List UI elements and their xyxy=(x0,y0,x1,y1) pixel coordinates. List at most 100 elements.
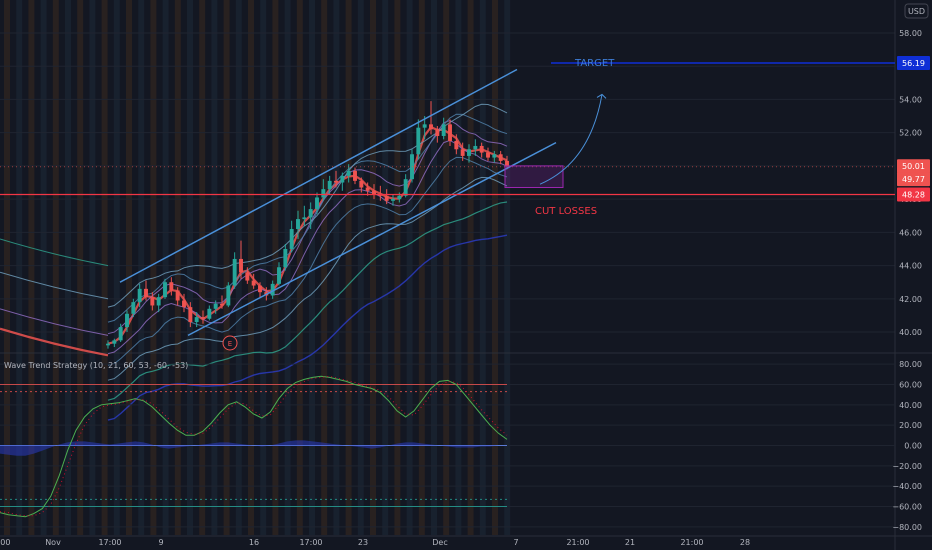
session-band xyxy=(443,0,450,535)
candle-body[interactable] xyxy=(289,229,294,249)
countdown-price-badge-box[interactable] xyxy=(897,172,930,187)
candle-body[interactable] xyxy=(479,145,484,153)
candle-body[interactable] xyxy=(505,160,509,166)
candle-body[interactable] xyxy=(302,217,307,220)
candle-body[interactable] xyxy=(473,145,478,150)
candle-body[interactable] xyxy=(207,308,212,319)
entry-zone-box[interactable] xyxy=(504,165,564,188)
session-band xyxy=(28,0,35,535)
candle-body[interactable] xyxy=(150,297,155,306)
session-band xyxy=(187,0,193,535)
candle-body[interactable] xyxy=(213,303,218,309)
session-band xyxy=(504,0,511,535)
candle-body[interactable] xyxy=(340,175,345,183)
price-tick: 46.00 xyxy=(899,228,922,237)
candle-body[interactable] xyxy=(245,272,250,281)
candle-body[interactable] xyxy=(441,124,446,136)
candle-body[interactable] xyxy=(353,170,357,181)
candle-body[interactable] xyxy=(131,302,136,314)
cut-price-badge-box[interactable] xyxy=(897,187,930,202)
candle-body[interactable] xyxy=(486,152,490,158)
candle-body[interactable] xyxy=(327,180,332,190)
earnings-marker[interactable] xyxy=(222,335,238,351)
candle-body[interactable] xyxy=(397,195,402,200)
candle-body[interactable] xyxy=(169,282,174,291)
candle-body[interactable] xyxy=(226,285,231,306)
candle-body[interactable] xyxy=(156,297,161,306)
candle-body[interactable] xyxy=(422,124,427,128)
candle-body[interactable] xyxy=(125,313,129,328)
candle-body[interactable] xyxy=(258,285,262,293)
time-tick: 21 xyxy=(625,538,635,547)
chart-drawings[interactable] xyxy=(0,62,895,337)
wave-trend-panel[interactable]: 80.00 60.00 40.00 20.00 0.00 −20.00 −40.00 −60.… xyxy=(0,360,922,532)
session-band xyxy=(52,0,59,535)
candle-body[interactable] xyxy=(498,154,503,161)
candle-body[interactable] xyxy=(144,288,148,298)
session-band xyxy=(418,0,425,535)
ma-ribbon-line xyxy=(107,119,508,335)
countdown-price-badge: 49.77 xyxy=(902,175,925,184)
osc-tick: 20.00 xyxy=(899,421,922,430)
candle-body[interactable] xyxy=(201,317,205,319)
candle-body[interactable] xyxy=(270,283,275,296)
target-price-badge-box[interactable] xyxy=(897,56,930,71)
candle-body[interactable] xyxy=(251,280,256,286)
session-band xyxy=(272,0,279,535)
indicator-label[interactable]: Wave Trend Strategy (10, 21, 60, 53, -60… xyxy=(4,361,188,370)
candle-body[interactable] xyxy=(359,180,364,188)
candle-body[interactable] xyxy=(321,189,326,198)
candlestick-series[interactable] xyxy=(106,101,509,349)
session-band xyxy=(479,0,486,535)
candle-body[interactable] xyxy=(220,303,224,306)
time-tick: 17:00 xyxy=(98,538,121,547)
price-tick: 42.00 xyxy=(899,295,922,304)
candle-body[interactable] xyxy=(137,288,142,303)
candle-body[interactable] xyxy=(106,343,110,346)
candle-body[interactable] xyxy=(429,124,433,130)
channel-lower-line[interactable] xyxy=(187,141,557,337)
candle-body[interactable] xyxy=(403,179,408,196)
candle-body[interactable] xyxy=(372,190,376,195)
candle-body[interactable] xyxy=(232,258,237,286)
candle-body[interactable] xyxy=(467,149,471,156)
candle-body[interactable] xyxy=(308,209,313,218)
osc-tick: 60.00 xyxy=(899,380,922,389)
candle-body[interactable] xyxy=(194,317,199,323)
candle-body[interactable] xyxy=(460,149,465,156)
candle-body[interactable] xyxy=(296,219,300,230)
candle-body[interactable] xyxy=(492,154,497,158)
candle-body[interactable] xyxy=(365,187,370,191)
session-band xyxy=(126,0,132,535)
channel-upper-line[interactable] xyxy=(119,68,518,283)
projection-arrow-curve[interactable] xyxy=(539,94,603,185)
candle-body[interactable] xyxy=(188,307,193,323)
last-price-badge-box[interactable] xyxy=(897,159,930,174)
currency-badge-box[interactable] xyxy=(904,3,929,19)
candle-body[interactable] xyxy=(416,127,421,155)
candle-body[interactable] xyxy=(277,267,281,284)
candle-body[interactable] xyxy=(239,258,243,273)
candle-body[interactable] xyxy=(448,124,452,141)
candle-body[interactable] xyxy=(391,199,395,201)
candle-body[interactable] xyxy=(334,180,338,183)
candle-body[interactable] xyxy=(283,248,288,268)
candle-body[interactable] xyxy=(384,195,389,201)
candle-body[interactable] xyxy=(435,129,440,136)
candle-body[interactable] xyxy=(315,197,319,210)
candle-body[interactable] xyxy=(112,340,117,344)
price-tick: 44.00 xyxy=(899,262,922,271)
wave-trend-line[interactable] xyxy=(0,375,508,518)
candle-body[interactable] xyxy=(118,327,123,341)
candle-body[interactable] xyxy=(346,170,351,176)
candle-body[interactable] xyxy=(163,282,167,298)
time-axis[interactable]: :00 Nov 17:00 9 16 17:00 23 Dec 7 21:00 21 21:00 28 xyxy=(0,538,750,547)
candle-body[interactable] xyxy=(175,290,180,301)
ma-ribbon-line xyxy=(107,139,508,355)
candle-body[interactable] xyxy=(454,140,459,150)
price-tick: 58.00 xyxy=(899,29,922,38)
candle-body[interactable] xyxy=(182,300,186,308)
price-axis[interactable]: 58.0056.0054.0052.0050.0048.0046.0044.00… xyxy=(897,29,930,337)
time-tick: 7 xyxy=(513,538,518,547)
